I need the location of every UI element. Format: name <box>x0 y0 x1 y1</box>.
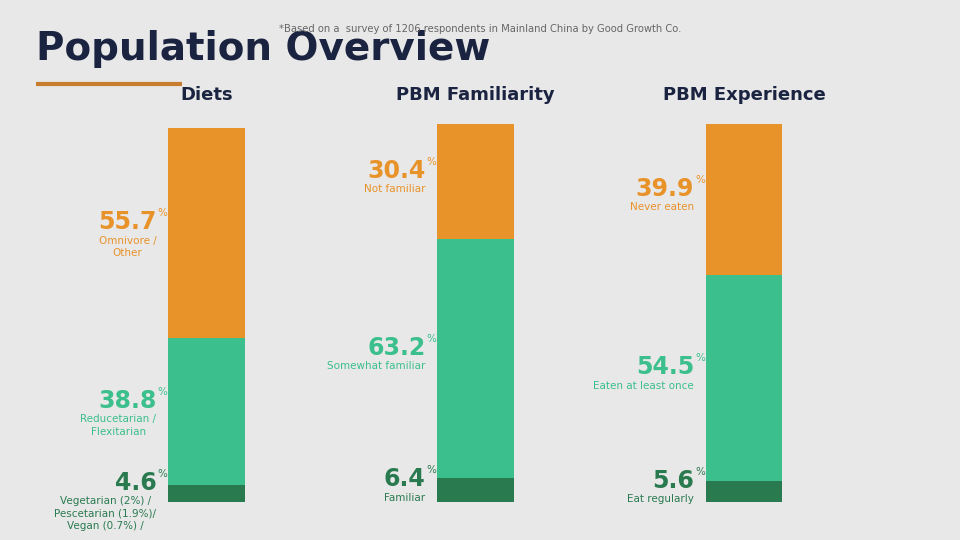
Bar <box>437 478 514 502</box>
Text: PBM Experience: PBM Experience <box>662 86 826 104</box>
Text: 6.4: 6.4 <box>384 467 425 491</box>
Text: 55.7: 55.7 <box>98 210 156 234</box>
Text: %: % <box>157 469 167 478</box>
Bar <box>168 127 245 338</box>
Text: Omnivore /
Other: Omnivore / Other <box>99 235 156 258</box>
Text: Eat regularly: Eat regularly <box>627 494 694 504</box>
Text: Eaten at least once: Eaten at least once <box>593 381 694 391</box>
Bar <box>706 124 782 275</box>
Bar <box>168 338 245 485</box>
Text: 4.6: 4.6 <box>115 471 156 495</box>
Bar <box>437 124 514 239</box>
Text: 5.6: 5.6 <box>652 469 694 493</box>
Bar <box>168 485 245 502</box>
Text: %: % <box>695 353 705 363</box>
Text: Vegetarian (2%) /
Pescetarian (1.9%)/
Vegan (0.7%) /: Vegetarian (2%) / Pescetarian (1.9%)/ Ve… <box>55 496 156 531</box>
Text: Diets: Diets <box>180 86 232 104</box>
Text: %: % <box>426 465 436 475</box>
Text: Population Overview: Population Overview <box>36 30 491 68</box>
Text: *Based on a  survey of 1206 respondents in Mainland China by Good Growth Co.: *Based on a survey of 1206 respondents i… <box>278 24 682 35</box>
Text: 38.8: 38.8 <box>98 389 156 413</box>
Text: Not familiar: Not familiar <box>364 184 425 194</box>
Text: 63.2: 63.2 <box>367 336 425 360</box>
Text: Reducetarian /
Flexitarian: Reducetarian / Flexitarian <box>81 414 156 436</box>
Text: Never eaten: Never eaten <box>630 202 694 212</box>
Text: PBM Familiarity: PBM Familiarity <box>396 86 555 104</box>
Text: %: % <box>426 334 436 344</box>
Text: %: % <box>695 175 705 185</box>
Text: 30.4: 30.4 <box>367 159 425 183</box>
Bar <box>437 239 514 478</box>
Text: %: % <box>157 387 167 397</box>
Text: Familiar: Familiar <box>384 493 425 503</box>
Bar <box>706 481 782 502</box>
Text: Somewhat familiar: Somewhat familiar <box>327 361 425 372</box>
Text: 39.9: 39.9 <box>636 177 694 201</box>
Text: %: % <box>695 467 705 477</box>
Text: %: % <box>157 208 167 218</box>
Text: %: % <box>426 157 436 167</box>
Bar <box>706 275 782 481</box>
Text: 54.5: 54.5 <box>636 355 694 379</box>
